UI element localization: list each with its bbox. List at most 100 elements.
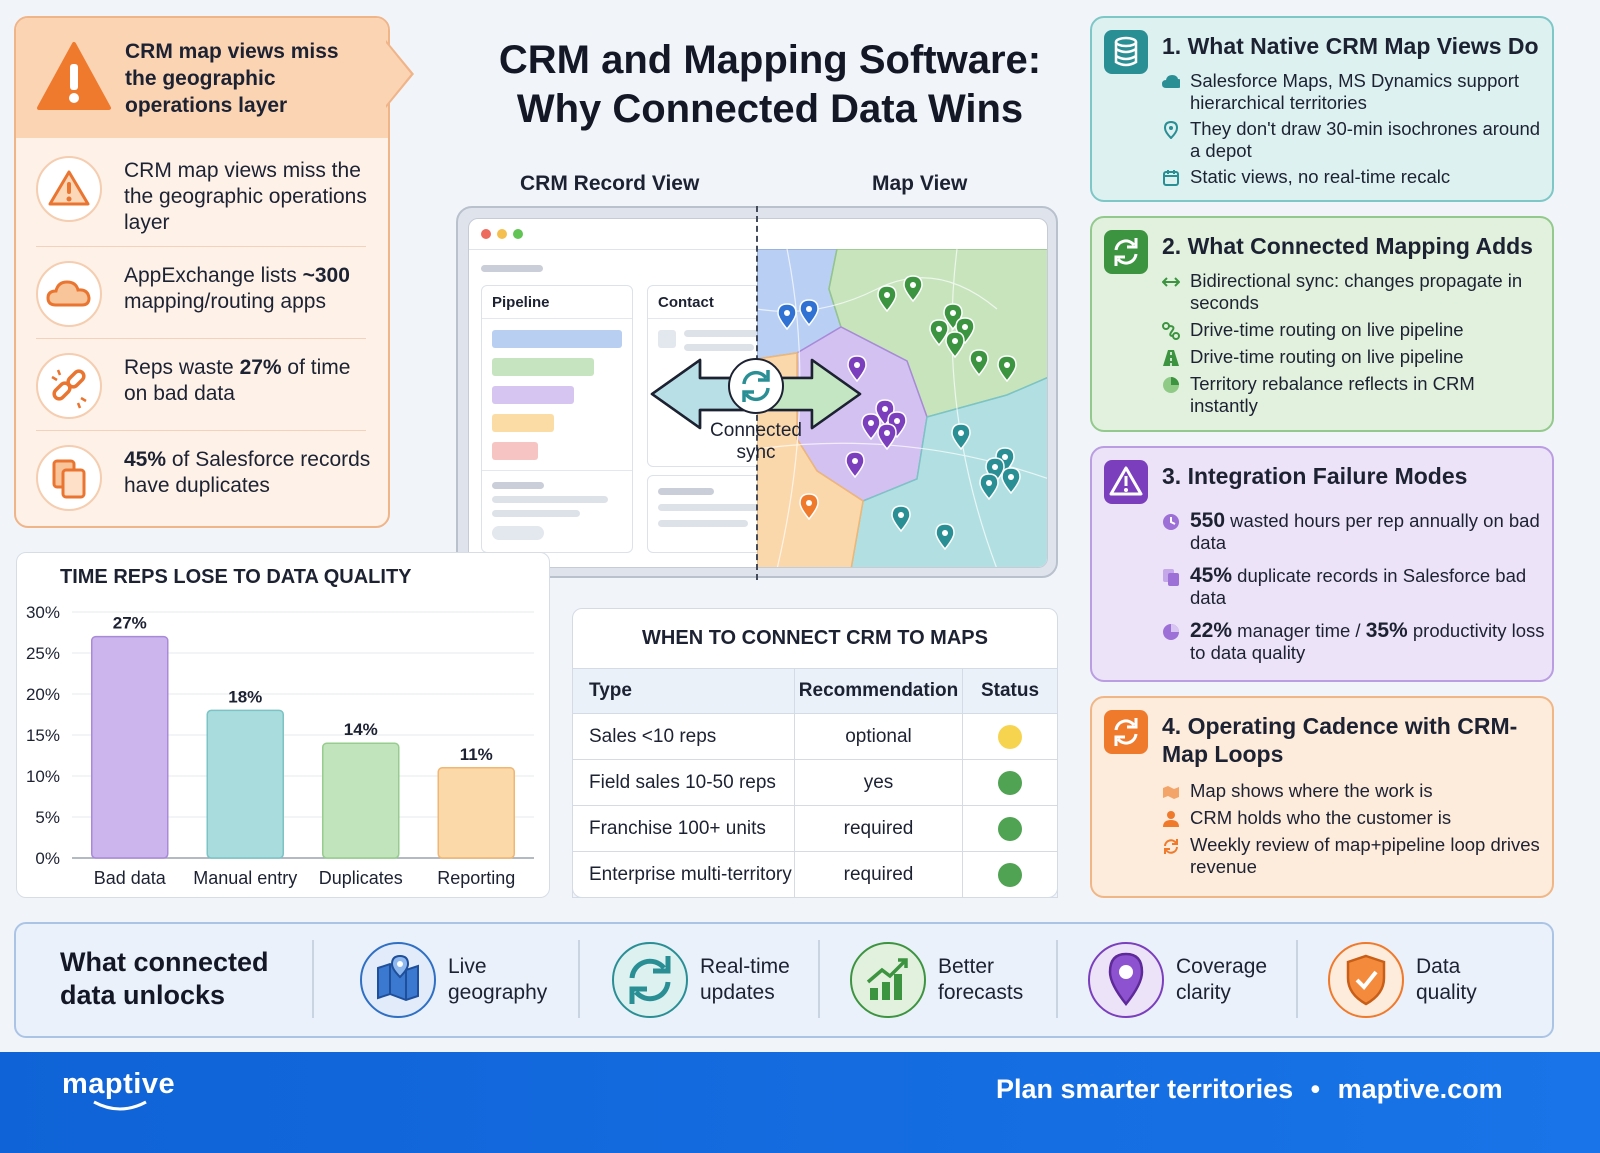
y-tick-label: 20% xyxy=(26,685,60,704)
growth-chart-icon xyxy=(850,942,926,1018)
map-pin xyxy=(979,473,999,501)
left-item-4: 45% of Salesforce records have duplicate… xyxy=(36,430,370,522)
map-pin-dot xyxy=(950,310,956,316)
data-label: 14% xyxy=(344,720,378,739)
bar xyxy=(206,709,284,859)
status-dot xyxy=(998,770,1022,795)
panel-item: Map shows where the work is xyxy=(1162,780,1546,802)
warning-icon xyxy=(48,170,90,206)
map-pins xyxy=(777,275,1021,551)
panel-title: 4. Operating Cadence with CRM-Map Loops xyxy=(1162,713,1518,767)
map-pin-dot xyxy=(1002,454,1008,460)
bar xyxy=(91,635,169,859)
cell-status xyxy=(962,759,1058,806)
cell-status xyxy=(962,851,1058,898)
refresh-icon xyxy=(1104,710,1148,754)
cloud-icon xyxy=(46,280,91,307)
recommendation-table: Type Recommendation Status Sales <10 rep… xyxy=(572,668,1058,898)
window-minimize-dot xyxy=(497,229,507,239)
panel-item: Salesforce Maps, MS Dynamics support hie… xyxy=(1162,70,1546,114)
footer-tagline: Plan smarter territories • maptive.com xyxy=(996,1074,1503,1104)
panel-title: 3. Integration Failure Modes xyxy=(1162,463,1468,489)
map-pin-dot xyxy=(962,324,968,330)
bidirectional-arrow-icon xyxy=(1162,277,1180,287)
window-close-dot xyxy=(481,229,491,239)
loop-icon xyxy=(1164,839,1178,854)
panel-item: Weekly review of map+pipeline loop drive… xyxy=(1162,834,1546,878)
panel-item: 550 wasted hours per rep annually on bad… xyxy=(1162,510,1546,554)
chart-title: TIME REPS LOSE TO DATA QUALITY xyxy=(60,566,412,588)
map-pin-dot xyxy=(1004,362,1010,368)
panel-item: Territory rebalance reflects in CRM inst… xyxy=(1162,373,1546,417)
left-item-3: Reps waste 27% of time on bad data xyxy=(36,338,366,430)
map-pin-dot xyxy=(910,282,916,288)
map-pin-dot xyxy=(882,406,888,412)
map-pin xyxy=(799,299,819,327)
database-icon xyxy=(1104,30,1148,74)
location-pin-icon xyxy=(1163,121,1179,139)
map-pin-dot xyxy=(884,292,890,298)
bar xyxy=(437,767,515,859)
map-pin-dot xyxy=(806,500,812,506)
unlock-data-quality: Data quality xyxy=(1416,955,1477,1004)
left-callout-title: CRM map views miss the geographic operat… xyxy=(125,40,339,117)
map-pin-dot xyxy=(806,306,812,312)
map-pin xyxy=(929,319,949,347)
native-crm-panel: 1. What Native CRM Map Views Do Salesfor… xyxy=(1090,16,1554,202)
panel-item: They don't draw 30-min isochrones around… xyxy=(1162,118,1546,162)
unlock-coverage-clarity: Coverage clarity xyxy=(1176,955,1268,1004)
map-pin-dot xyxy=(958,430,964,436)
table-title: WHEN TO CONNECT CRM TO MAPS xyxy=(642,627,988,649)
cell-type: Enterprise multi-territory xyxy=(572,851,795,898)
map-pin-dot xyxy=(852,458,858,464)
y-tick-label: 5% xyxy=(35,808,60,827)
calendar-icon xyxy=(1163,170,1179,186)
operating-cadence-panel: 4. Operating Cadence with CRM-Map Loops … xyxy=(1090,696,1554,898)
map-icon xyxy=(360,942,436,1018)
contact-label: Contact xyxy=(658,294,714,311)
panel-title: 1. What Native CRM Map Views Do xyxy=(1162,33,1539,59)
left-item-text: CRM map views miss the the geographic op… xyxy=(124,159,367,234)
duplicate-icon xyxy=(1163,569,1179,586)
category-label: Duplicates xyxy=(319,868,403,888)
connected-mapping-panel: 2. What Connected Mapping Adds Bidirecti… xyxy=(1090,216,1554,432)
left-item-text: 45% of Salesforce records have duplicate… xyxy=(124,448,371,497)
map-pin xyxy=(1001,467,1021,495)
shield-check-icon xyxy=(1328,942,1404,1018)
route-icon xyxy=(1162,322,1180,340)
table-row: Enterprise multi-territory required xyxy=(572,851,1058,898)
column-header-type: Type xyxy=(572,668,795,714)
table-row: Franchise 100+ units required xyxy=(572,805,1058,852)
map-pin-dot xyxy=(868,420,874,426)
panel-item: Drive-time routing on live pipeline xyxy=(1162,346,1546,368)
y-tick-label: 0% xyxy=(35,849,60,868)
cell-type: Sales <10 reps xyxy=(572,713,795,760)
panel-title: 2. What Connected Mapping Adds xyxy=(1162,233,1533,259)
cell-type: Field sales 10-50 reps xyxy=(572,759,795,806)
map-pin xyxy=(845,451,865,479)
table-row: Field sales 10-50 reps yes xyxy=(572,759,1058,806)
data-label: 11% xyxy=(460,745,493,764)
status-dot xyxy=(998,862,1022,887)
logo-swoosh-icon xyxy=(93,1100,147,1111)
refresh-icon xyxy=(612,942,688,1018)
callout-pointer-fill xyxy=(386,43,411,105)
bar xyxy=(322,742,400,859)
map-icon xyxy=(1163,786,1179,799)
map-view-label: Map View xyxy=(872,172,968,195)
footer-url: maptive.com xyxy=(1337,1074,1503,1104)
map-pin xyxy=(877,285,897,313)
footer-bar xyxy=(0,1052,1600,1153)
map-pin-dot xyxy=(936,326,942,332)
location-pin-icon xyxy=(1088,942,1164,1018)
map-pin xyxy=(861,413,881,441)
map-pin xyxy=(799,493,819,521)
left-item-2: AppExchange lists ~300 mapping/routing a… xyxy=(36,246,366,338)
pie-chart-icon xyxy=(1163,377,1179,393)
left-item-1: CRM map views miss the the geographic op… xyxy=(36,142,367,234)
maptive-logo: maptive xyxy=(62,1068,176,1100)
unlock-better-forecasts: Better forecasts xyxy=(938,955,1024,1004)
pie-chart-icon xyxy=(1163,624,1179,640)
status-dot xyxy=(998,724,1022,749)
broken-link-icon xyxy=(51,369,87,409)
